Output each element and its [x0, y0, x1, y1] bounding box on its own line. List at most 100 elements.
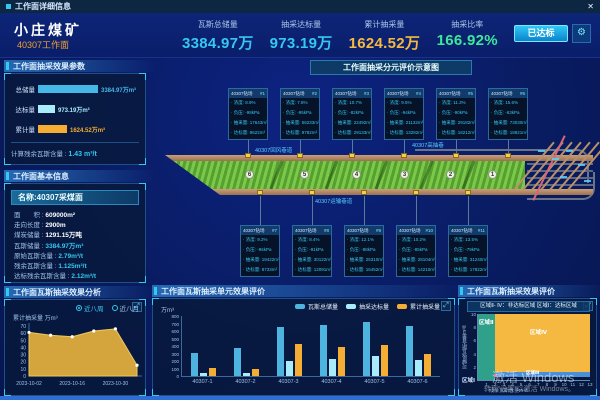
unit-info-box[interactable]: 40307钻场 #11 · 浓度: 13.5% · 负压: -79kPa · 抽采量: …: [448, 225, 488, 277]
unit-info-box[interactable]: 40307钻场 #2 · 浓度: 7.8% · 负压: -95kPa · 抽采量: 56…: [280, 88, 320, 140]
unit-name: 40307钻场: [451, 227, 473, 233]
unit-metric: · 达标量: 18821m³: [491, 130, 527, 135]
unit-info-box[interactable]: 40307钻场 #3 · 浓度: 10.7% · 负压: -82kPa · 抽采量: 2…: [332, 88, 372, 140]
unit-metric: · 达标量: 9622m³: [231, 130, 266, 135]
bar[interactable]: [415, 359, 422, 376]
unit-metric: · 浓度: 9.2%: [243, 237, 268, 242]
branch-roadway-line: [527, 170, 593, 172]
unit-metric: · 抽采量: 30122m³: [295, 257, 331, 262]
bar[interactable]: [209, 367, 216, 376]
region-III-label: 区域Ⅲ: [526, 370, 540, 375]
axis-tick: 200: [171, 359, 179, 364]
gear-icon[interactable]: ⚙: [572, 24, 591, 43]
stat-label: 累计抽采量: [364, 20, 405, 29]
svg-text:2023-10-30: 2023-10-30: [103, 381, 129, 387]
bar[interactable]: [252, 368, 259, 376]
unit-metric: · 抽采量: 73030m³: [491, 120, 527, 125]
bar[interactable]: [424, 353, 431, 376]
period-radio[interactable]: 近八月: [111, 303, 139, 313]
connector-line: [456, 140, 457, 155]
info-row-value: 609000m²: [45, 212, 76, 219]
unit-metric: · 浓度: 8.9%: [231, 100, 256, 105]
bar[interactable]: [320, 325, 327, 376]
info-row-value: 1291.15万吨: [45, 232, 82, 240]
unit-metric: · 负压: -91kPa: [295, 247, 324, 252]
unit-info-header: 40307钻场 #4: [385, 89, 423, 98]
field-roadway-outline: [527, 172, 595, 200]
bar-group: [225, 348, 268, 376]
unit-name: 40307钻场: [295, 227, 317, 233]
unit-metric: · 浓度: 11.3%: [439, 100, 466, 105]
bar[interactable]: [286, 361, 293, 376]
bar-group: [354, 322, 397, 376]
unit-name: 40307钻场: [231, 90, 253, 96]
unit-info-box[interactable]: 40307钻场 #1 · 浓度: 8.9% · 负压: -98kPa · 抽采量: 17…: [228, 88, 268, 140]
unit-info-box[interactable]: 40307钻场 #5 · 浓度: 11.3% · 负压: -90kPa · 抽采量: 2…: [436, 88, 476, 140]
unit-info-box[interactable]: 40307钻场 #8 · 浓度: 8.4% · 负压: -91kPa · 抽采量: 30…: [292, 225, 332, 277]
return-airway-band: [165, 155, 525, 161]
info-rows: 面 积 : 609000m² 走向长度 : 2900m 煤炭储量 : 1291.15…: [5, 211, 145, 282]
borehole-label-mark: [538, 150, 545, 152]
bar[interactable]: [234, 348, 241, 376]
unit-info-box[interactable]: 40307钻场 #6 · 浓度: 15.6% · 负压: -63kPa · 抽采量: 7…: [488, 88, 528, 140]
unit-tag: #9: [375, 228, 381, 233]
bottom-edge-bar: [0, 396, 600, 400]
unit-info-box[interactable]: 40307钻场 #4 · 浓度: 9.5% · 负压: -94kPa · 抽采量: 21…: [384, 88, 424, 140]
expand-icon[interactable]: ⤢: [441, 301, 451, 311]
bar[interactable]: [277, 327, 284, 376]
bar[interactable]: [200, 373, 207, 376]
unit-metric: · 达标量: 29133m³: [335, 130, 371, 135]
unit-metric: · 抽采量: 19422m³: [243, 257, 279, 262]
region-II-label: 区域Ⅱ: [479, 320, 494, 326]
close-icon[interactable]: ✕: [587, 2, 594, 11]
axis-tick: 800: [171, 314, 179, 319]
bar-category-label: 40307-1: [192, 379, 213, 385]
bar[interactable]: [372, 356, 379, 376]
info-row-value: 2.12m³/t: [71, 273, 96, 281]
unit-info-box[interactable]: 40307钻场 #9 · 浓度: 12.1% · 负压: -88kPa · 抽采量: 2…: [344, 225, 384, 277]
legend-item[interactable]: 累计抽采量: [396, 302, 440, 311]
unit-name: 40307钻场: [399, 227, 421, 233]
unit-tag: #1: [259, 91, 265, 96]
connector-line: [416, 196, 417, 225]
unit-tag: #10: [425, 228, 433, 233]
section-number-circle: 2: [446, 170, 455, 179]
unit-info-box[interactable]: 40307钻场 #10 · 浓度: 10.2% · 负压: -85kPa · 抽采量: …: [396, 225, 436, 277]
period-radio[interactable]: 近八周: [76, 303, 104, 313]
bar[interactable]: [381, 344, 388, 376]
stat-label: 抽采达标量: [281, 20, 322, 29]
unit-metric: · 抽采量: 22492m³: [335, 120, 371, 125]
bar[interactable]: [243, 373, 250, 376]
unit-metric: · 达标量: 8733m³: [243, 267, 278, 272]
region-III-area: [495, 372, 590, 377]
stat-value: 1624.52万: [348, 35, 421, 52]
svg-text:2023-10-02: 2023-10-02: [16, 381, 42, 387]
legend-item[interactable]: 抽采达标量: [345, 302, 389, 311]
unit-info-header: 40307钻场 #10: [397, 226, 435, 235]
bar[interactable]: [338, 346, 345, 376]
hbar-row: 达标量 973.19万m³: [9, 104, 141, 114]
unit-metric: · 浓度: 13.5%: [451, 237, 479, 242]
stat-block: 累计抽采量 1624.52万: [349, 19, 421, 53]
sensor-marker: [297, 153, 303, 158]
expand-icon[interactable]: ⤢: [132, 302, 142, 312]
bar[interactable]: [363, 322, 370, 376]
effect-eval-panel: ⤢ 区域Ⅱ- Ⅳ：非达标区域 区域Ⅰ：达标区域 可解吸瓦斯含量m³/t 区域Ⅱ …: [458, 298, 597, 396]
bar[interactable]: [295, 343, 302, 376]
unit-metric: · 达标量: 18212m³: [439, 130, 475, 135]
info-row: 瓦斯储量 : 3384.97万m³: [5, 242, 145, 252]
bar[interactable]: [329, 359, 336, 376]
period-radio-group: 近八周 近八月: [76, 303, 139, 313]
residual-gas-line: 计算残余瓦斯含量 : 1.43 m³/t: [11, 142, 139, 158]
radio-label: 近八周: [84, 306, 104, 313]
sensor-marker: [413, 190, 419, 195]
legend-item[interactable]: 瓦斯总储量: [294, 302, 338, 311]
unit-info-box[interactable]: 40307钻场 #7 · 浓度: 9.2% · 负压: -96kPa · 抽采量: 19…: [240, 225, 280, 277]
axis-tick: 3: [502, 382, 506, 387]
bar-chart-xlabels: 40307-1 40307-2 40307-3 40307-4 40307-5 40307…: [181, 379, 439, 385]
axis-tick: 0: [176, 374, 179, 379]
bar[interactable]: [406, 326, 413, 376]
bar[interactable]: [191, 352, 198, 376]
status-badge-button[interactable]: 已达标: [514, 25, 568, 42]
face-name-row: 名称:40307采煤面: [11, 190, 139, 205]
